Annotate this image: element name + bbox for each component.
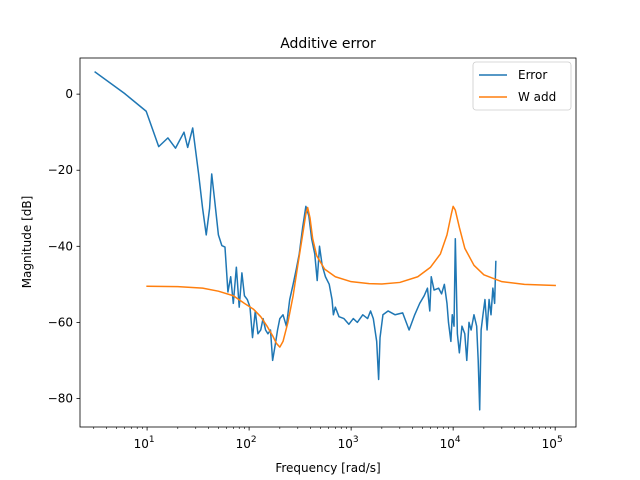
y-tick-label: 0 (65, 87, 73, 101)
legend-label-0: Error (518, 68, 547, 82)
x-axis-label: Frequency [rad/s] (275, 461, 380, 475)
series-line-0 (94, 71, 497, 411)
x-tick-label: 104 (440, 435, 461, 451)
y-tick-label: −40 (48, 239, 73, 253)
x-tick-base: 10 (542, 437, 557, 451)
y-axis-ticks: 0 −20 −40 −60 −80 (48, 87, 80, 405)
series-line-1 (146, 205, 556, 348)
x-tick-exponent: 3 (353, 435, 359, 445)
x-tick-exponent: 5 (557, 435, 563, 445)
plot-area (79, 57, 577, 428)
x-tick-base: 10 (134, 437, 149, 451)
x-tick-exponent: 1 (149, 435, 155, 445)
y-tick-label: −20 (48, 163, 73, 177)
legend: Error W add (472, 61, 572, 111)
x-tick-label: 101 (134, 435, 155, 451)
plot-frame (79, 57, 577, 428)
x-tick-base: 10 (236, 437, 251, 451)
x-tick-base: 10 (440, 437, 455, 451)
x-tick-exponent: 4 (455, 435, 461, 445)
x-tick-label: 105 (542, 435, 563, 451)
y-tick-label: −80 (48, 391, 73, 405)
legend-box (472, 61, 572, 111)
x-tick-exponent: 2 (251, 435, 257, 445)
legend-label-1: W add (518, 90, 556, 104)
x-tick-label: 102 (236, 435, 257, 451)
y-axis-label: Magnitude [dB] (20, 196, 34, 289)
y-tick-label: −60 (48, 315, 73, 329)
chart-title: Additive error (280, 36, 376, 52)
x-tick-base: 10 (338, 437, 353, 451)
x-axis-ticks: 101 102 103 104 105 (93, 427, 563, 451)
x-tick-label: 103 (338, 435, 359, 451)
